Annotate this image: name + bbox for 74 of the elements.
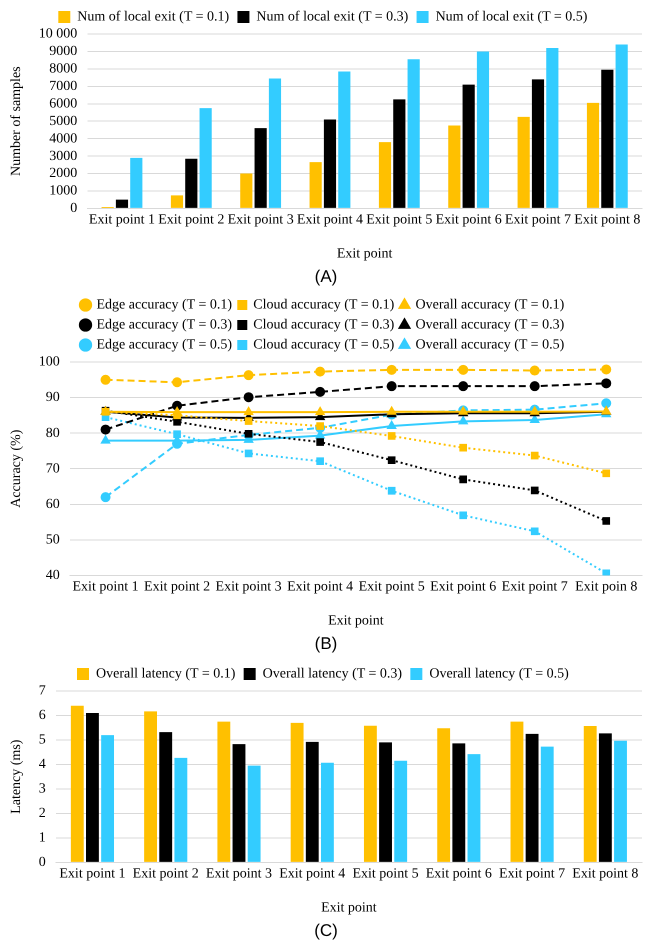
legend-label: Overall latency (T = 0.3): [262, 666, 402, 682]
x-axis-title: Exit point: [321, 900, 377, 916]
x-tick-label: Exit point 1: [72, 579, 139, 594]
legend-label: Num of local exit (T = 0.5): [436, 10, 588, 25]
x-tick-label: Exit point 6: [426, 866, 492, 882]
y-tick-label: 70: [46, 461, 60, 476]
y-tick-label: 7000: [49, 78, 78, 94]
text: (B): [314, 633, 338, 655]
x-tick-label: Exit point 2: [144, 579, 210, 594]
text: (A): [314, 266, 338, 288]
y-tick-label: 5000: [49, 114, 78, 129]
x-tick-label: Exit point 5: [352, 866, 419, 882]
x-axis-title: Exit point: [336, 246, 393, 262]
x-tick-label: Exit point 6: [436, 212, 502, 228]
y-tick-label: 3000: [49, 148, 78, 164]
x-tick-label: Exit point 7: [499, 866, 566, 882]
x-tick-label: Exit point 1: [59, 866, 126, 882]
legend-label: Cloud accuracy (T = 0.1): [253, 298, 395, 313]
x-tick-label: Exit point 4: [287, 579, 354, 594]
legend-label: Cloud accuracy (T = 0.3): [253, 318, 395, 333]
text: (C): [313, 920, 339, 942]
y-tick-label: 0: [38, 855, 46, 870]
y-axis-title: Accuracy (%): [9, 429, 24, 508]
x-tick-label: Exit point 7: [502, 579, 568, 594]
legend-label: Overall latency (T = 0.5): [429, 666, 570, 682]
y-tick-label: 2000: [49, 166, 78, 182]
legend-label: Edge accuracy (T = 0.5): [96, 338, 232, 353]
x-tick-label: Exit point 5: [366, 212, 432, 228]
x-tick-label: Exit point 5: [358, 579, 425, 594]
x-tick-label: Exit point 2: [158, 212, 224, 228]
x-tick-label: Exit point 6: [430, 579, 496, 594]
x-tick-label: Exit point 7: [504, 212, 572, 228]
y-axis-title: Number of samples: [9, 66, 24, 176]
legend-label: Overall latency (T = 0.1): [96, 666, 236, 682]
y-tick-label: 3: [38, 782, 46, 797]
x-tick-label: Exit point 3: [228, 212, 294, 228]
x-axis-title: Exit point: [328, 613, 384, 628]
x-tick-label: Exit point 8: [572, 866, 638, 882]
x-tick-label: Exit point 1: [88, 212, 156, 228]
y-tick-label: 40: [46, 568, 60, 584]
y-tick-label: 6: [38, 708, 46, 724]
y-tick-label: 60: [46, 496, 60, 512]
legend-label: Overall accuracy (T = 0.5): [416, 338, 565, 353]
legend-label: Edge accuracy (T = 0.3): [96, 318, 232, 333]
x-tick-label: Exit point 4: [296, 212, 364, 228]
y-tick-label: 1000: [49, 184, 78, 199]
y-tick-label: 100: [38, 354, 60, 370]
x-tick-label: Exit poin 8: [575, 579, 638, 594]
y-tick-label: 4000: [49, 131, 78, 146]
legend-label: Num of local exit (T = 0.3): [256, 10, 409, 25]
y-tick-label: 80: [46, 426, 60, 441]
y-tick-label: 8000: [49, 62, 78, 77]
legend-label: Num of local exit (T = 0.1): [77, 10, 230, 25]
x-tick-label: Exit point 8: [574, 212, 640, 228]
x-tick-label: Exit point 3: [206, 866, 272, 882]
y-tick-label: 1: [38, 830, 46, 846]
y-tick-label: 90: [46, 390, 60, 406]
x-tick-label: Exit point 2: [132, 866, 199, 882]
legend-label: Overall accuracy (T = 0.3): [416, 318, 565, 333]
y-tick-label: 9000: [49, 44, 78, 60]
y-tick-label: 2: [38, 806, 46, 822]
legend-label: Edge accuracy (T = 0.1): [96, 298, 232, 313]
y-axis-title: Latency (ms): [9, 739, 24, 814]
legend-label: Cloud accuracy (T = 0.5): [253, 338, 395, 353]
y-tick-label: 4: [38, 757, 46, 772]
x-tick-label: Exit point 4: [279, 866, 346, 882]
x-tick-label: Exit point 3: [216, 579, 282, 594]
y-tick-label: 5: [38, 732, 46, 748]
legend-label: Overall accuracy (T = 0.1): [416, 298, 565, 313]
y-tick-label: 10 000: [38, 26, 78, 42]
y-tick-label: 50: [46, 532, 60, 548]
y-tick-label: 7: [38, 684, 46, 699]
y-tick-label: 0: [70, 201, 78, 216]
y-tick-label: 6000: [49, 96, 78, 112]
